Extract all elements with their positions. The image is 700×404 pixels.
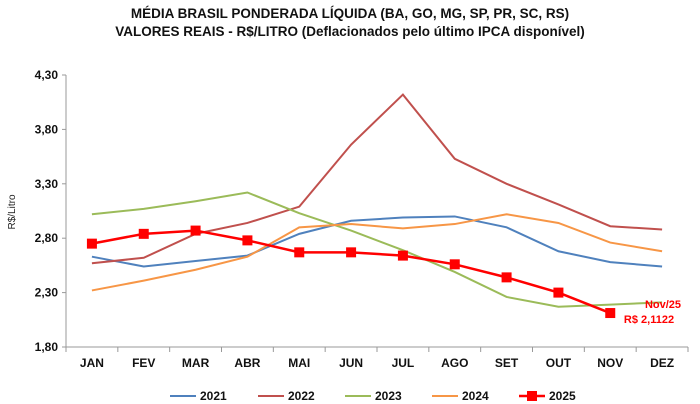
data-point-2025 [397, 250, 408, 261]
x-tick-label: MAR [182, 356, 210, 370]
x-tick-label: JUN [339, 356, 363, 370]
x-tick-label: DEZ [650, 356, 674, 370]
data-point-2025 [501, 272, 512, 283]
x-tick-label: ABR [234, 356, 260, 370]
chart-subtitle: VALORES REAIS - R$/LITRO (Deflacionados … [115, 24, 585, 39]
data-point-2025 [294, 247, 305, 258]
series-line-2023 [91, 191, 663, 308]
data-point-2025 [138, 228, 149, 239]
legend-label: 2024 [462, 389, 489, 403]
data-point-2025 [190, 225, 201, 236]
x-tick-label: MAI [288, 356, 310, 370]
y-tick-label: 2,30 [35, 286, 59, 300]
x-tick-label: FEV [132, 356, 155, 370]
y-tick-label: 3,30 [35, 177, 59, 191]
legend-item-2023: 2023 [345, 389, 402, 403]
legend-label: 2021 [200, 389, 227, 403]
x-tick-label: NOV [597, 356, 623, 370]
y-tick-label: 1,80 [35, 340, 59, 354]
series-line-2022 [91, 93, 663, 265]
legend-label: 2023 [375, 389, 402, 403]
x-tick-label: SET [495, 356, 519, 370]
y-tick-label: 4,30 [35, 68, 59, 82]
legend-label: 2022 [288, 389, 315, 403]
legend-marker [527, 391, 537, 401]
legend-item-2025: 2025 [519, 389, 576, 403]
data-point-2025 [242, 235, 253, 246]
y-axis-label: R$/Litro [7, 194, 18, 229]
data-point-2025 [449, 259, 460, 270]
y-tick-label: 2,80 [35, 231, 59, 245]
x-tick-label: AGO [441, 356, 468, 370]
annotation-label: Nov/25 [645, 299, 681, 311]
series-line-2024 [91, 213, 663, 292]
series-line-2021 [91, 215, 663, 268]
x-tick-label: JUL [392, 356, 415, 370]
annotation-value: R$ 2,1122 [624, 314, 674, 326]
data-point-2025 [86, 238, 97, 249]
legend-item-2021: 2021 [170, 389, 227, 403]
legend-item-2022: 2022 [258, 389, 315, 403]
series-line-2025 [91, 229, 611, 315]
data-point-2025 [605, 308, 616, 319]
data-point-2025 [553, 287, 564, 298]
data-point-2025 [346, 247, 357, 258]
legend-item-2024: 2024 [432, 389, 489, 403]
x-tick-label: OUT [546, 356, 572, 370]
x-tick-label: JAN [80, 356, 104, 370]
chart-title: MÉDIA BRASIL PONDERADA LÍQUIDA (BA, GO, … [130, 6, 570, 21]
y-tick-label: 3,80 [35, 122, 59, 136]
legend-label: 2025 [549, 389, 576, 403]
